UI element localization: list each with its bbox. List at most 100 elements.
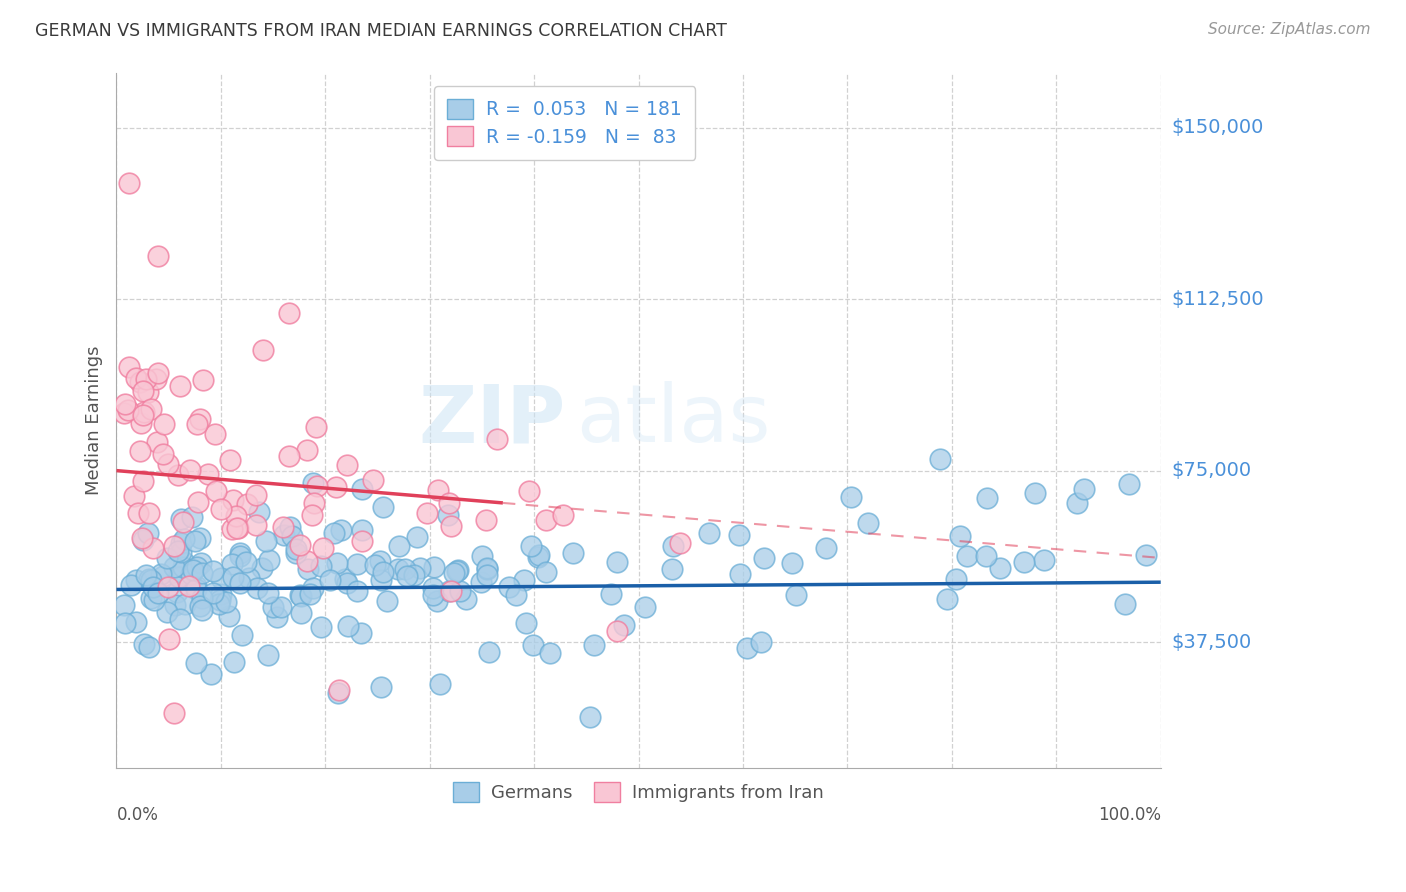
Point bbox=[167, 544, 190, 558]
Point bbox=[309, 559, 332, 574]
Point bbox=[165, 598, 187, 612]
Point bbox=[536, 565, 558, 579]
Point bbox=[270, 600, 292, 615]
Point bbox=[129, 416, 152, 430]
Point bbox=[486, 432, 509, 446]
Point bbox=[173, 555, 195, 569]
Point bbox=[132, 409, 155, 423]
Point bbox=[179, 463, 201, 477]
Point bbox=[114, 615, 136, 630]
Point bbox=[749, 635, 772, 649]
Point bbox=[513, 573, 536, 587]
Point bbox=[257, 648, 280, 662]
Point bbox=[470, 574, 492, 589]
Point bbox=[122, 489, 145, 503]
Point bbox=[201, 564, 224, 578]
Point bbox=[271, 519, 294, 533]
Point bbox=[471, 549, 494, 563]
Point bbox=[257, 552, 280, 566]
Text: 0.0%: 0.0% bbox=[117, 805, 159, 824]
Point bbox=[440, 518, 463, 533]
Point bbox=[127, 506, 149, 520]
Point bbox=[226, 521, 249, 535]
Point bbox=[138, 506, 160, 520]
Point bbox=[290, 589, 312, 603]
Point bbox=[257, 586, 280, 600]
Point bbox=[132, 384, 155, 398]
Point bbox=[527, 549, 550, 564]
Point bbox=[184, 534, 207, 549]
Point bbox=[222, 655, 245, 669]
Point bbox=[146, 586, 169, 600]
Point bbox=[394, 562, 416, 576]
Point bbox=[422, 581, 444, 595]
Point bbox=[188, 412, 211, 426]
Point bbox=[388, 539, 411, 553]
Point bbox=[515, 616, 537, 631]
Point bbox=[297, 562, 319, 576]
Point bbox=[956, 549, 979, 563]
Point bbox=[1014, 555, 1036, 569]
Point bbox=[785, 588, 807, 602]
Point bbox=[440, 584, 463, 599]
Point bbox=[935, 591, 957, 606]
Point bbox=[184, 657, 207, 671]
Point bbox=[404, 568, 426, 582]
Point bbox=[328, 683, 350, 698]
Point bbox=[325, 480, 347, 494]
Point bbox=[132, 474, 155, 488]
Point bbox=[163, 706, 186, 720]
Point bbox=[188, 531, 211, 545]
Point bbox=[157, 580, 180, 594]
Text: $75,000: $75,000 bbox=[1171, 461, 1251, 480]
Point bbox=[180, 567, 202, 582]
Point bbox=[478, 645, 501, 659]
Point bbox=[172, 515, 194, 529]
Point bbox=[302, 476, 325, 491]
Point bbox=[735, 640, 758, 655]
Point bbox=[225, 509, 247, 524]
Point bbox=[136, 525, 159, 540]
Point bbox=[437, 508, 460, 522]
Point bbox=[235, 555, 257, 569]
Point bbox=[186, 417, 208, 431]
Point bbox=[218, 609, 240, 624]
Point bbox=[221, 557, 243, 571]
Point bbox=[606, 624, 628, 639]
Point bbox=[443, 566, 465, 580]
Point bbox=[634, 600, 657, 615]
Point bbox=[186, 559, 208, 574]
Point bbox=[429, 677, 451, 691]
Point bbox=[152, 569, 174, 583]
Point bbox=[662, 539, 685, 553]
Text: 100.0%: 100.0% bbox=[1098, 805, 1161, 824]
Point bbox=[169, 511, 191, 525]
Point bbox=[142, 580, 165, 594]
Point bbox=[447, 563, 470, 577]
Point bbox=[114, 397, 136, 411]
Point bbox=[350, 534, 373, 549]
Point bbox=[139, 591, 162, 605]
Point bbox=[582, 638, 605, 652]
Point bbox=[336, 575, 359, 590]
Point bbox=[141, 573, 163, 587]
Point bbox=[166, 585, 188, 599]
Point bbox=[370, 680, 392, 694]
Point bbox=[150, 567, 173, 582]
Point bbox=[295, 554, 318, 568]
Point bbox=[197, 467, 219, 481]
Point bbox=[252, 343, 274, 358]
Point bbox=[475, 560, 498, 574]
Point bbox=[166, 467, 188, 482]
Point bbox=[209, 572, 232, 586]
Point bbox=[156, 550, 179, 565]
Point bbox=[974, 549, 997, 563]
Point bbox=[278, 449, 301, 463]
Point bbox=[298, 587, 321, 601]
Point bbox=[128, 376, 150, 390]
Point bbox=[166, 569, 188, 583]
Point bbox=[152, 447, 174, 461]
Point bbox=[134, 405, 156, 419]
Point bbox=[337, 619, 360, 633]
Point bbox=[200, 666, 222, 681]
